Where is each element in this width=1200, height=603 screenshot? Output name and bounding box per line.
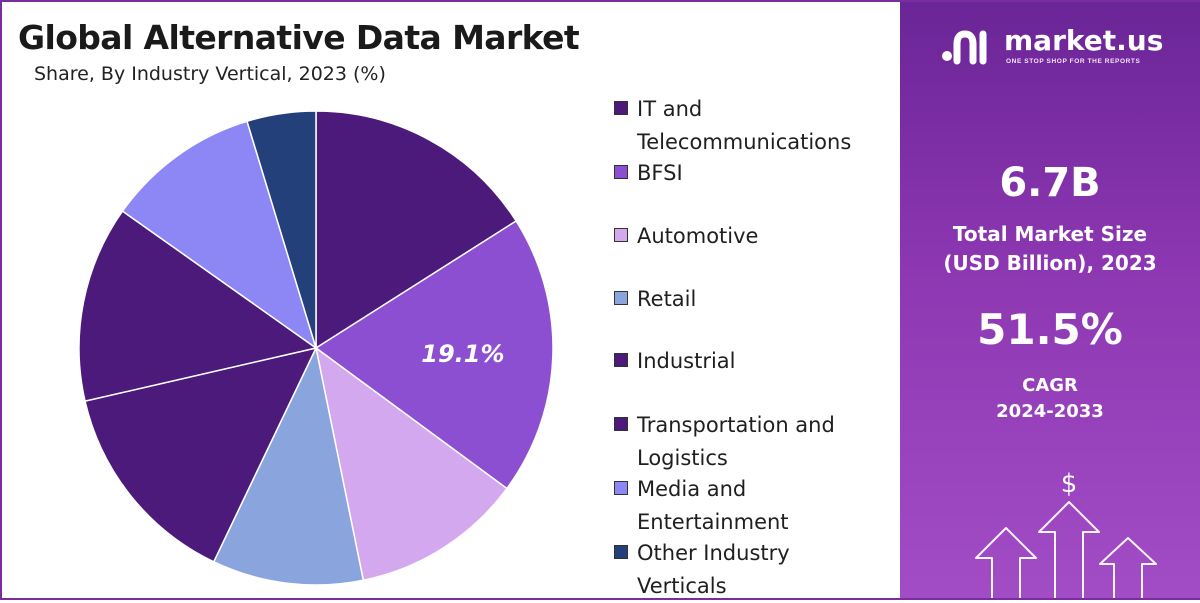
pie-chart: 19.1% [78,110,554,586]
pie-slice [78,210,318,403]
legend-swatch [614,228,628,242]
pie-slice [121,120,318,350]
dollar-sign-icon: $ [1061,469,1078,499]
cagr-label: CAGR 2024-2033 [996,375,1104,422]
brand-name: market.us [1004,24,1164,57]
legend-swatch [614,545,628,559]
legend-swatch [614,165,628,179]
chart-subtitle: Share, By Industry Vertical, 2023 (%) [34,63,386,85]
legend-label: Retail [637,287,697,311]
pie-slice [314,346,508,582]
legend-swatch [614,481,628,495]
chart-legend: IT and Telecommunications BFSI Automotive… [0,0,851,598]
legend-label: IT and Telecommunications [637,97,852,154]
summary-panel: market.us ONE STOP SHOP FOR THE REPORTS … [900,0,1200,600]
chart-panel: Global Alternative Data Market Share, By… [0,0,852,598]
pie-slice [314,219,554,490]
cagr-stat: 51.5% [900,305,1200,354]
legend-label: Industrial [637,349,736,373]
market-size-value: 6.7B [999,160,1101,206]
growth-arrows-icon: $ [975,469,1157,600]
pie-slice [84,346,318,563]
brand-logo[interactable]: market.us ONE STOP SHOP FOR THE REPORTS [938,24,1188,72]
legend-label: Transportation and Logistics [637,413,835,470]
legend-swatch [614,101,628,115]
chart-title: Global Alternative Data Market [18,18,580,57]
slice-data-label: 19.1% [421,340,504,368]
market-size-label: Total Market Size (USD Billion), 2023 [943,222,1157,275]
legend-swatch [614,417,628,431]
cagr-value: 51.5% [977,305,1123,354]
pie-slice [315,110,518,350]
legend-swatch [614,353,628,367]
legend-label: Other Industry Verticals [637,541,790,598]
legend-label: BFSI [637,161,683,185]
legend-label: Media and Entertainment [637,477,789,534]
market-us-logo-icon [942,30,987,65]
brand-tagline: ONE STOP SHOP FOR THE REPORTS [1006,58,1141,65]
legend-swatch [614,291,628,305]
pie-slice [212,345,365,586]
legend-label: Automotive [637,224,759,248]
market-size-stat: 6.7B [900,160,1200,206]
pie-slice [246,110,317,349]
